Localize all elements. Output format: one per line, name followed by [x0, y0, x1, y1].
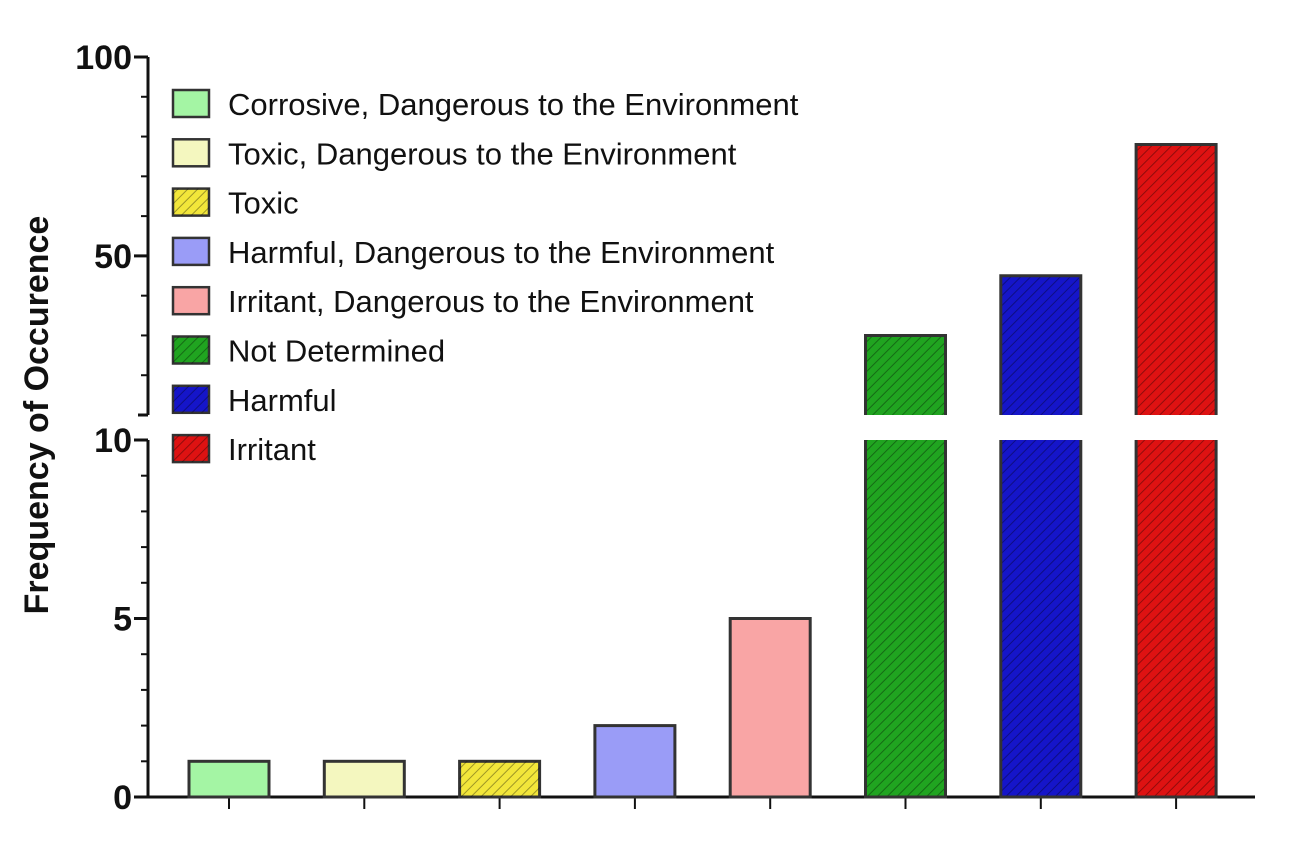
bar-lower-outline: [1134, 440, 1218, 799]
legend-label: Toxic: [228, 186, 299, 221]
legend-swatch-hatch: [173, 336, 209, 364]
y-tick-label: 100: [75, 39, 132, 77]
y-tick-label: 5: [113, 601, 132, 639]
y-axis-title: Frequency of Occurence: [18, 216, 56, 615]
bar-upper-outline: [999, 274, 1083, 415]
bar-upper-outline: [1134, 143, 1218, 415]
x-axis: [147, 795, 1255, 809]
y-tick-label: 0: [113, 779, 132, 817]
legend: Corrosive, Dangerous to the Environment T…: [171, 87, 799, 467]
legend-label: Irritant: [228, 432, 316, 467]
y-tick-label: 50: [94, 238, 132, 276]
legend-swatch-hatch: [173, 435, 209, 463]
legend-label: Toxic, Dangerous to the Environment: [228, 136, 737, 171]
bar-lower-outline: [864, 440, 947, 799]
legend-swatch: [171, 236, 211, 267]
bar: [728, 617, 812, 799]
y-tick-label: 10: [94, 422, 132, 460]
legend-label: Irritant, Dangerous to the Environment: [228, 284, 754, 319]
bar-hatch: [459, 761, 540, 797]
legend-label: Not Determined: [228, 334, 445, 369]
bar: [322, 759, 406, 799]
legend-label: Harmful, Dangerous to the Environment: [228, 235, 775, 270]
legend-swatch: [171, 88, 211, 119]
bar: [187, 759, 271, 799]
bar-upper-hatch: [1136, 144, 1217, 415]
bars: [187, 143, 1218, 799]
legend-label: Harmful: [228, 383, 337, 418]
bar-lower-outline: [999, 440, 1083, 799]
bar-upper-outline: [864, 333, 947, 415]
legend-label: Corrosive, Dangerous to the Environment: [228, 87, 799, 122]
bar: [593, 724, 677, 799]
legend-swatch: [171, 138, 211, 168]
bar-lower-hatch: [1000, 440, 1081, 797]
y-axis: 0 5 10 50 100: [75, 39, 150, 817]
bar-lower-hatch: [1136, 440, 1217, 797]
bar-upper-hatch: [865, 335, 946, 415]
bar-lower-hatch: [865, 440, 946, 797]
legend-swatch: [171, 285, 211, 316]
legend-swatch-hatch: [173, 385, 209, 413]
legend-swatch-hatch: [173, 188, 209, 216]
bar-upper-hatch: [1000, 275, 1081, 415]
